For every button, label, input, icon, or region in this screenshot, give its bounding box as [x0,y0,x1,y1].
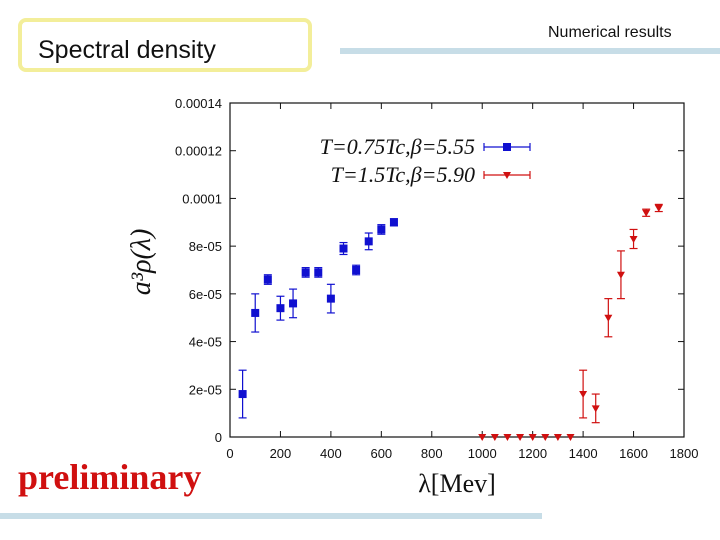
data-point [263,275,272,284]
bottom-divider [0,513,542,519]
data-point [314,268,323,277]
legend-marker [503,172,511,179]
x-tick-label: 800 [421,446,443,461]
data-point [339,244,348,253]
data-point [478,434,487,441]
series-0 [238,218,398,419]
data-point [326,294,335,303]
slide-title: Spectral density [38,36,216,64]
legend: T=0.75Tc,β=5.55 T=1.5Tc,β=5.90 [320,134,531,187]
title-box: Spectral density [18,18,312,72]
x-tick-label: 1000 [468,446,497,461]
data-point [389,218,398,227]
data-point [591,405,600,413]
data-point [616,271,625,279]
data-point [276,304,285,313]
y-tick-label: 2e-05 [189,382,222,397]
y-tick-label: 8e-05 [189,239,222,254]
top-divider [340,48,720,54]
axes-layer: 0 200 400 600 800 1000 1200 1400 1600 1800 0 2e-05 4… [126,96,698,498]
legend-label: T=1.5Tc,β=5.90 [331,162,475,187]
legend-label: T=0.75Tc,β=5.55 [320,134,475,159]
data-point [629,235,638,243]
data-point [566,434,575,441]
x-tick-label: 1400 [569,446,598,461]
data-point [604,314,613,322]
data-point [553,434,562,441]
header-note: Numerical results [548,24,672,41]
data-point [503,434,512,441]
data-point [377,225,386,234]
data-point [490,434,499,441]
marks-layer [238,203,663,441]
data-point [364,237,373,246]
y-tick-label: 0.0001 [182,191,222,206]
data-point [238,390,247,399]
plot-frame [229,102,685,438]
x-axis-label: λ[Mev] [418,469,496,498]
y-tick-label: 6e-05 [189,287,222,302]
x-tick-label: 1800 [670,446,699,461]
data-point [541,434,550,441]
x-tick-label: 400 [320,446,342,461]
x-tick-label: 1200 [518,446,547,461]
data-point [301,268,310,277]
series-1 [478,203,663,441]
data-point [528,434,537,441]
data-point [516,434,525,441]
x-tick-label: 600 [370,446,392,461]
y-tick-label: 0.00014 [175,96,222,111]
data-point [289,299,298,308]
preliminary-stamp: preliminary [18,457,202,497]
data-point [654,204,663,212]
data-point [642,209,651,217]
x-tick-label: 1600 [619,446,648,461]
y-tick-label: 0.00012 [175,144,222,159]
x-tick-label: 0 [226,446,233,461]
y-axis-label: a³ρ(λ) [126,229,157,296]
data-point [579,391,588,399]
data-point [251,308,260,317]
legend-marker [503,143,511,151]
y-tick-label: 0 [215,430,222,445]
y-tick-label: 4e-05 [189,335,222,350]
x-tick-label: 200 [270,446,292,461]
data-point [352,266,361,274]
